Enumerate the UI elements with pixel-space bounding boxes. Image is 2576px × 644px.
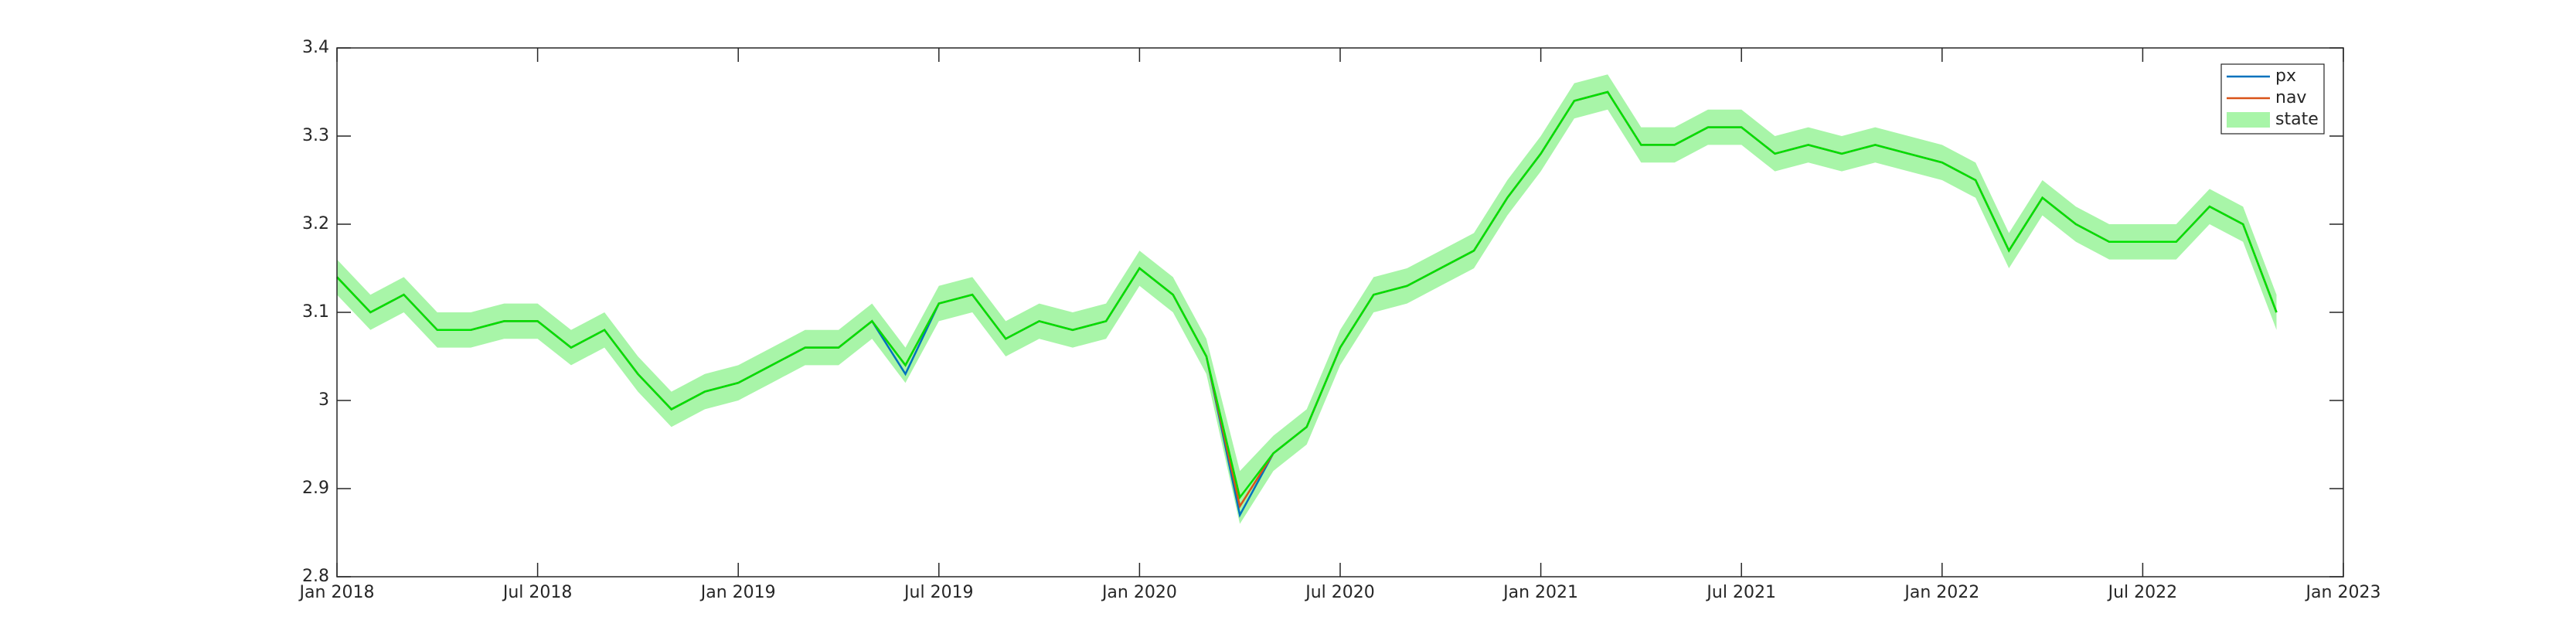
x-tick-label: Jul 2020	[1304, 583, 1375, 602]
series-line	[336, 90, 2278, 518]
legend-label: px	[2275, 66, 2296, 86]
series-line	[336, 90, 2278, 500]
x-tick-label: Jan 2020	[1101, 583, 1177, 602]
x-tick-label: Jul 2018	[502, 583, 573, 602]
x-tick-label: Jul 2022	[2107, 583, 2178, 602]
legend-swatch	[2227, 112, 2270, 128]
y-tick-label: 3.4	[302, 38, 329, 57]
y-tick-label: 3.3	[302, 126, 329, 145]
y-tick-label: 3	[318, 390, 329, 410]
x-tick-label: Jan 2021	[1502, 583, 1578, 602]
x-tick-label: Jan 2023	[2305, 583, 2381, 602]
y-tick-label: 3.2	[302, 214, 329, 233]
state-band	[337, 74, 2277, 524]
legend-label: nav	[2275, 88, 2306, 107]
y-tick-label: 2.9	[302, 479, 329, 498]
axes-box	[336, 47, 2344, 578]
x-tick-label: Jan 2019	[699, 583, 776, 602]
legend-label: state	[2275, 110, 2319, 129]
legend: px nav state	[2220, 63, 2325, 135]
y-tick-label: 3.1	[302, 302, 329, 322]
x-tick-label: Jul 2019	[903, 583, 974, 602]
x-tick-label: Jan 2018	[298, 583, 375, 602]
x-tick-label: Jan 2022	[1903, 583, 1979, 602]
y-tick-label: 2.8	[302, 567, 329, 586]
x-tick-label: Jul 2021	[1705, 583, 1776, 602]
